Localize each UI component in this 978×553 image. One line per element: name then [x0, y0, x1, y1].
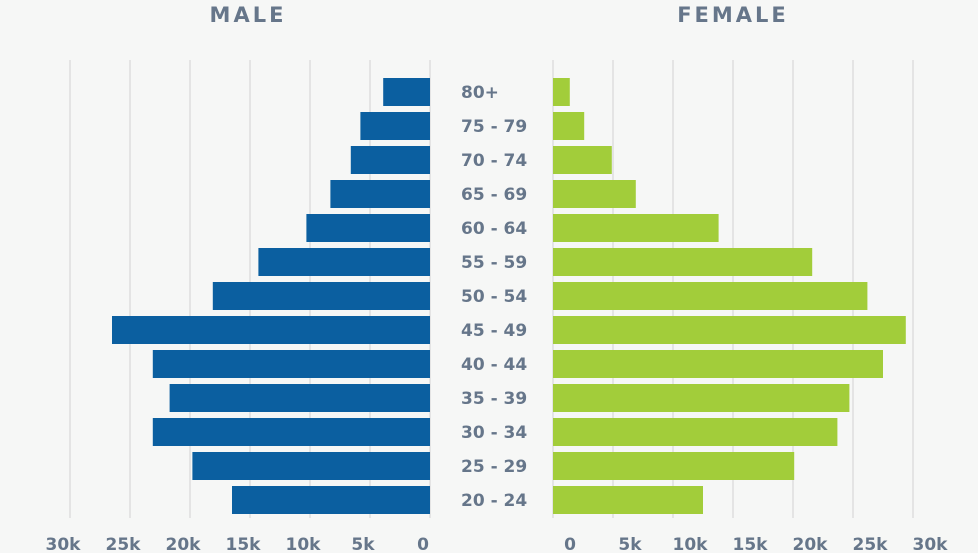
female-bar: [553, 452, 795, 480]
male-axis-tick: 5k: [351, 535, 375, 553]
male-axis-tick: 20k: [166, 535, 202, 553]
male-bar: [152, 350, 431, 378]
age-group-label: 70 - 74: [461, 151, 527, 171]
female-bar: [553, 78, 570, 106]
female-axis-tick: 10k: [673, 535, 709, 553]
age-group-label: 80+: [461, 83, 499, 103]
age-group-label: 45 - 49: [461, 321, 527, 341]
male-bar: [112, 316, 430, 344]
male-bar: [360, 112, 430, 140]
male-title: MALE: [210, 3, 287, 27]
female-bar: [553, 248, 813, 276]
age-group-label: 50 - 54: [461, 287, 527, 307]
female-axis-tick: 25k: [853, 535, 889, 553]
male-bar: [306, 214, 430, 242]
female-bar: [553, 486, 703, 514]
male-bar: [350, 146, 430, 174]
age-group-label: 20 - 24: [461, 491, 527, 511]
female-axis-tick: 30k: [913, 535, 949, 553]
female-axis-tick: 5k: [618, 535, 642, 553]
age-group-label: 35 - 39: [461, 389, 527, 409]
female-bar: [553, 146, 612, 174]
male-bar: [192, 452, 430, 480]
female-bar: [553, 180, 636, 208]
age-group-label: 65 - 69: [461, 185, 527, 205]
male-bar: [258, 248, 430, 276]
age-group-label: 55 - 59: [461, 253, 527, 273]
male-axis-tick: 15k: [226, 535, 262, 553]
female-bar: [553, 418, 838, 446]
female-bar: [553, 112, 585, 140]
female-bar: [553, 282, 868, 310]
female-title: FEMALE: [677, 3, 789, 27]
female-axis-tick: 0: [564, 535, 576, 553]
age-group-label: 40 - 44: [461, 355, 527, 375]
male-bar: [152, 418, 431, 446]
age-group-label: 60 - 64: [461, 219, 527, 239]
female-bar: [553, 316, 906, 344]
male-axis-tick: 10k: [286, 535, 322, 553]
male-bar: [169, 384, 430, 412]
male-bar: [330, 180, 430, 208]
male-bar: [383, 78, 430, 106]
female-bar: [553, 384, 850, 412]
male-bar: [232, 486, 430, 514]
age-group-label: 30 - 34: [461, 423, 527, 443]
male-axis-tick: 25k: [106, 535, 142, 553]
age-group-label: 25 - 29: [461, 457, 527, 477]
male-axis-tick: 30k: [46, 535, 82, 553]
bars: [112, 78, 906, 514]
male-axis-tick: 0: [417, 535, 429, 553]
male-bar: [212, 282, 430, 310]
female-bar: [553, 214, 719, 242]
axis-tick-labels: 30k 25k 20k 15k 10k 5k 0 0 5k 10k 15k 20k 25k 30k: [46, 535, 949, 553]
age-group-label: 75 - 79: [461, 117, 527, 137]
female-axis-tick: 20k: [793, 535, 829, 553]
female-bar: [553, 350, 883, 378]
category-labels: 80+ 75 - 79 70 - 74 65 - 69 60 - 64 55 - 59 50…: [461, 83, 527, 511]
female-axis-tick: 15k: [733, 535, 769, 553]
